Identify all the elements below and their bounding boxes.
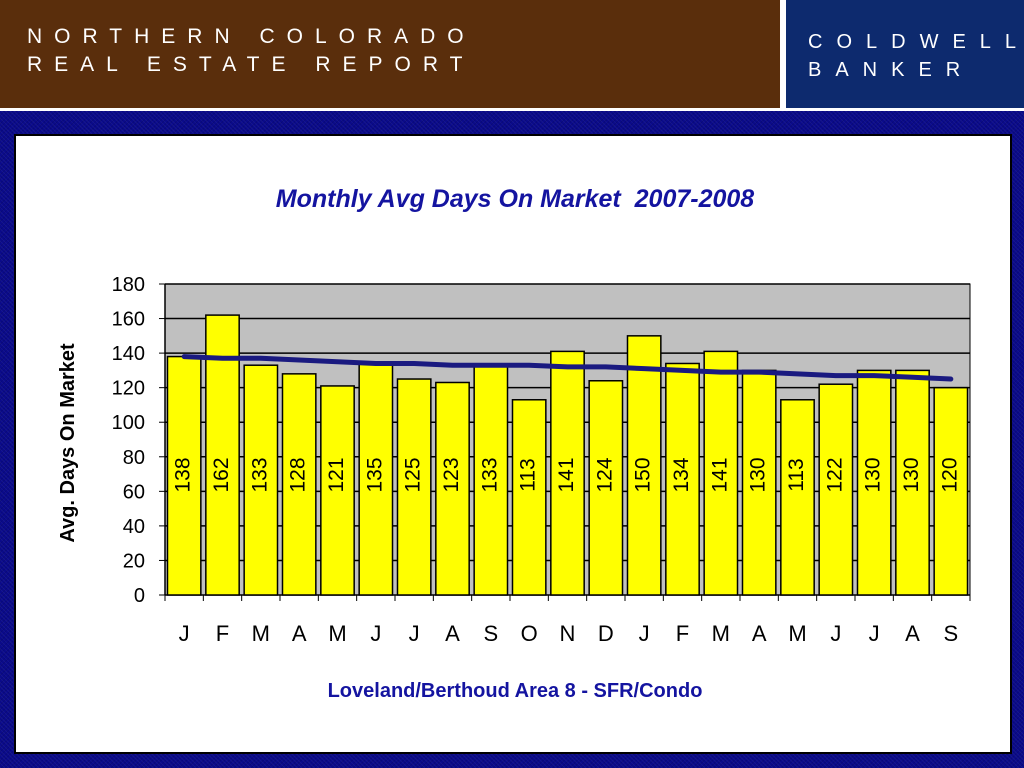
x-tick-label: J — [409, 621, 420, 646]
report-title-line2: REAL ESTATE REPORT — [27, 53, 475, 76]
y-tick-label: 120 — [112, 378, 145, 400]
bar — [933, 386, 969, 596]
data-label: 124 — [593, 457, 616, 492]
bar — [550, 350, 585, 596]
chart-title: Monthly Avg Days On Market 2007-2008 — [276, 185, 755, 213]
data-label: 138 — [172, 457, 195, 492]
x-tick-label: D — [598, 621, 614, 646]
bar — [665, 362, 700, 596]
bar — [243, 364, 279, 596]
bar — [320, 385, 355, 596]
data-label: 128 — [287, 457, 310, 492]
x-tick-label: J — [370, 621, 381, 646]
x-tick-label: M — [328, 621, 346, 646]
data-label: 120 — [938, 457, 961, 492]
data-label: 133 — [248, 457, 271, 492]
x-tick-label: F — [216, 621, 229, 646]
data-label: 133 — [478, 457, 501, 492]
data-label: 113 — [517, 458, 540, 491]
x-tick-label: F — [676, 621, 689, 646]
x-tick-label: O — [521, 621, 538, 646]
bar — [511, 399, 547, 596]
bar — [895, 369, 930, 596]
y-axis-label: Avg. Days On Market — [57, 343, 79, 543]
y-tick-label: 140 — [112, 343, 145, 365]
bar — [281, 373, 317, 596]
report-title: NORTHERN COLORADO REAL ESTATE REPORT — [27, 23, 476, 79]
y-tick-label: 40 — [123, 516, 145, 538]
bar — [626, 335, 662, 596]
y-tick-label: 80 — [123, 447, 145, 469]
y-tick-label: 100 — [112, 412, 145, 434]
bar — [856, 369, 892, 596]
y-tick-label: 0 — [134, 585, 145, 607]
data-label: 121 — [325, 457, 348, 492]
x-tick-label: A — [752, 621, 767, 646]
data-label: 130 — [862, 457, 885, 492]
x-axis-label: Loveland/Berthoud Area 8 - SFR/Condo — [328, 680, 703, 702]
brand-logo-text: COLDWELL BANKER — [808, 28, 1024, 84]
header-divider — [780, 0, 786, 108]
header-brown-band — [0, 0, 780, 108]
y-tick-label: 20 — [123, 550, 145, 572]
data-label: 150 — [632, 457, 655, 492]
header-rule — [0, 108, 1024, 111]
data-label: 130 — [900, 457, 923, 492]
x-tick-label: M — [712, 621, 730, 646]
bar — [473, 364, 509, 596]
bar — [205, 314, 240, 596]
x-tick-label: A — [905, 621, 920, 646]
y-tick-label: 160 — [112, 309, 145, 331]
bar — [588, 380, 624, 596]
brand-line2: BANKER — [808, 59, 975, 81]
header-navy-band — [786, 0, 1024, 108]
bar — [780, 399, 815, 596]
data-label: 113 — [785, 458, 808, 491]
bar — [818, 383, 854, 596]
data-label: 141 — [708, 457, 731, 492]
data-label: 125 — [402, 457, 425, 492]
x-tick-label: J — [639, 621, 650, 646]
x-tick-label: S — [943, 621, 958, 646]
data-label: 123 — [440, 457, 463, 492]
trend-line — [181, 354, 954, 382]
bar — [741, 369, 777, 596]
x-tick-label: M — [252, 621, 270, 646]
bar — [358, 361, 394, 596]
data-label: 134 — [670, 457, 693, 492]
x-tick-label: J — [179, 621, 190, 646]
brand-line1: COLDWELL — [808, 31, 1024, 53]
x-tick-label: N — [560, 621, 576, 646]
bar — [435, 381, 470, 596]
x-tick-label: J — [830, 621, 841, 646]
data-label: 130 — [747, 457, 770, 492]
report-title-line1: NORTHERN COLORADO — [27, 25, 476, 48]
x-tick-label: A — [445, 621, 460, 646]
bar — [703, 350, 739, 596]
x-tick-label: M — [788, 621, 806, 646]
x-tick-label: S — [483, 621, 498, 646]
y-tick-label: 180 — [112, 274, 145, 296]
x-tick-label: A — [292, 621, 307, 646]
data-label: 162 — [210, 457, 233, 492]
data-label: 135 — [363, 457, 386, 492]
data-label: 141 — [555, 457, 578, 492]
bar — [396, 378, 432, 596]
x-tick-label: J — [869, 621, 880, 646]
y-tick-label: 60 — [123, 481, 145, 503]
data-label: 122 — [823, 457, 846, 492]
